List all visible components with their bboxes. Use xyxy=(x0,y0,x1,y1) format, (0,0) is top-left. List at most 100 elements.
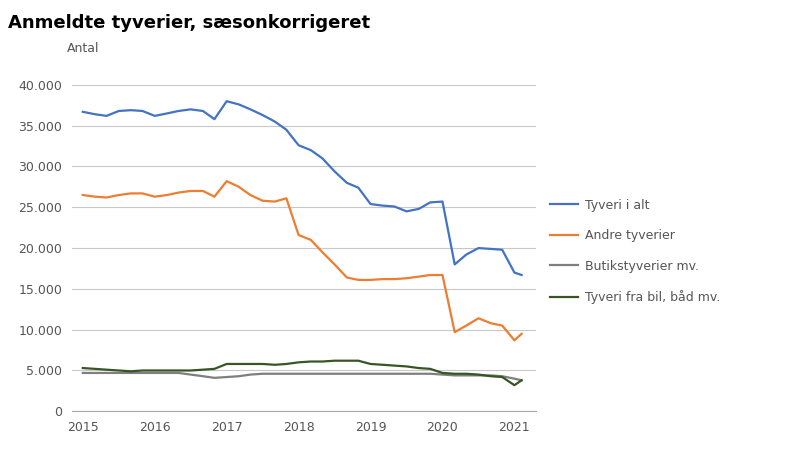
Tyveri i alt xyxy=(150,113,159,119)
Tyveri i alt xyxy=(366,201,375,207)
Tyveri i alt xyxy=(294,143,303,148)
Butikstyverier mv. xyxy=(498,373,507,379)
Tyveri fra bil, båd mv. xyxy=(222,361,231,367)
Tyveri i alt xyxy=(102,113,111,119)
Tyveri i alt xyxy=(402,208,411,214)
Butikstyverier mv. xyxy=(486,372,495,378)
Butikstyverier mv. xyxy=(234,373,244,379)
Andre tyverier xyxy=(402,276,411,281)
Line: Butikstyverier mv.: Butikstyverier mv. xyxy=(82,373,522,380)
Andre tyverier xyxy=(342,275,352,280)
Tyveri i alt xyxy=(354,185,363,191)
Butikstyverier mv. xyxy=(306,371,316,377)
Butikstyverier mv. xyxy=(174,370,183,376)
Tyveri i alt xyxy=(162,111,172,116)
Tyveri i alt xyxy=(306,148,316,153)
Butikstyverier mv. xyxy=(354,371,363,377)
Andre tyverier xyxy=(517,331,526,336)
Andre tyverier xyxy=(270,199,280,204)
Tyveri fra bil, båd mv. xyxy=(438,370,447,376)
Butikstyverier mv. xyxy=(114,370,123,376)
Tyveri fra bil, båd mv. xyxy=(390,363,399,368)
Tyveri fra bil, båd mv. xyxy=(246,361,255,367)
Butikstyverier mv. xyxy=(366,371,375,377)
Tyveri fra bil, båd mv. xyxy=(474,372,483,377)
Butikstyverier mv. xyxy=(474,372,483,378)
Andre tyverier xyxy=(498,323,507,328)
Andre tyverier xyxy=(210,194,219,199)
Butikstyverier mv. xyxy=(246,372,255,377)
Tyveri i alt xyxy=(414,206,423,212)
Tyveri i alt xyxy=(390,204,399,209)
Tyveri i alt xyxy=(222,98,231,104)
Tyveri i alt xyxy=(114,108,123,114)
Butikstyverier mv. xyxy=(210,375,219,381)
Tyveri fra bil, båd mv. xyxy=(414,365,423,371)
Tyveri i alt xyxy=(138,108,147,114)
Tyveri i alt xyxy=(342,180,352,186)
Tyveri fra bil, båd mv. xyxy=(258,361,267,367)
Andre tyverier xyxy=(294,232,303,238)
Butikstyverier mv. xyxy=(462,372,471,378)
Tyveri fra bil, båd mv. xyxy=(306,359,316,364)
Andre tyverier xyxy=(330,262,339,267)
Tyveri i alt xyxy=(198,108,208,114)
Andre tyverier xyxy=(318,250,327,255)
Andre tyverier xyxy=(90,194,100,199)
Butikstyverier mv. xyxy=(90,370,100,376)
Andre tyverier xyxy=(258,198,267,203)
Andre tyverier xyxy=(174,190,183,195)
Tyveri fra bil, båd mv. xyxy=(426,366,435,372)
Tyveri fra bil, båd mv. xyxy=(378,362,387,367)
Butikstyverier mv. xyxy=(378,371,387,377)
Tyveri i alt xyxy=(126,107,136,113)
Butikstyverier mv. xyxy=(150,370,159,376)
Tyveri fra bil, båd mv. xyxy=(366,361,375,367)
Tyveri i alt xyxy=(474,245,483,251)
Andre tyverier xyxy=(390,276,399,282)
Butikstyverier mv. xyxy=(282,371,291,377)
Butikstyverier mv. xyxy=(426,371,435,377)
Tyveri fra bil, båd mv. xyxy=(354,358,363,363)
Andre tyverier xyxy=(306,237,316,243)
Tyveri i alt xyxy=(318,155,327,161)
Tyveri i alt xyxy=(438,199,447,204)
Tyveri fra bil, båd mv. xyxy=(342,358,352,363)
Tyveri fra bil, båd mv. xyxy=(210,366,219,372)
Andre tyverier xyxy=(282,196,291,201)
Tyveri i alt xyxy=(450,262,459,267)
Tyveri fra bil, båd mv. xyxy=(234,361,244,367)
Text: Anmeldte tyverier, sæsonkorrigeret: Anmeldte tyverier, sæsonkorrigeret xyxy=(8,14,370,32)
Andre tyverier xyxy=(198,188,208,194)
Tyveri fra bil, båd mv. xyxy=(498,374,507,380)
Andre tyverier xyxy=(354,277,363,282)
Andre tyverier xyxy=(102,195,111,200)
Tyveri i alt xyxy=(486,246,495,252)
Text: Antal: Antal xyxy=(67,42,100,55)
Line: Tyveri i alt: Tyveri i alt xyxy=(82,101,522,275)
Butikstyverier mv. xyxy=(402,371,411,377)
Tyveri fra bil, båd mv. xyxy=(138,368,147,373)
Andre tyverier xyxy=(438,272,447,278)
Tyveri fra bil, båd mv. xyxy=(78,365,87,371)
Andre tyverier xyxy=(486,320,495,326)
Butikstyverier mv. xyxy=(318,371,327,377)
Andre tyverier xyxy=(114,192,123,198)
Andre tyverier xyxy=(126,191,136,196)
Tyveri i alt xyxy=(270,119,280,124)
Butikstyverier mv. xyxy=(222,374,231,380)
Tyveri fra bil, båd mv. xyxy=(282,361,291,367)
Andre tyverier xyxy=(138,191,147,196)
Line: Tyveri fra bil, båd mv.: Tyveri fra bil, båd mv. xyxy=(82,361,522,385)
Tyveri i alt xyxy=(78,109,87,115)
Butikstyverier mv. xyxy=(258,371,267,377)
Andre tyverier xyxy=(510,338,519,343)
Andre tyverier xyxy=(186,188,195,194)
Tyveri i alt xyxy=(90,112,100,117)
Tyveri fra bil, båd mv. xyxy=(150,368,159,373)
Tyveri fra bil, båd mv. xyxy=(198,367,208,372)
Butikstyverier mv. xyxy=(270,371,280,377)
Tyveri i alt xyxy=(330,169,339,174)
Butikstyverier mv. xyxy=(330,371,339,377)
Line: Andre tyverier: Andre tyverier xyxy=(82,181,522,340)
